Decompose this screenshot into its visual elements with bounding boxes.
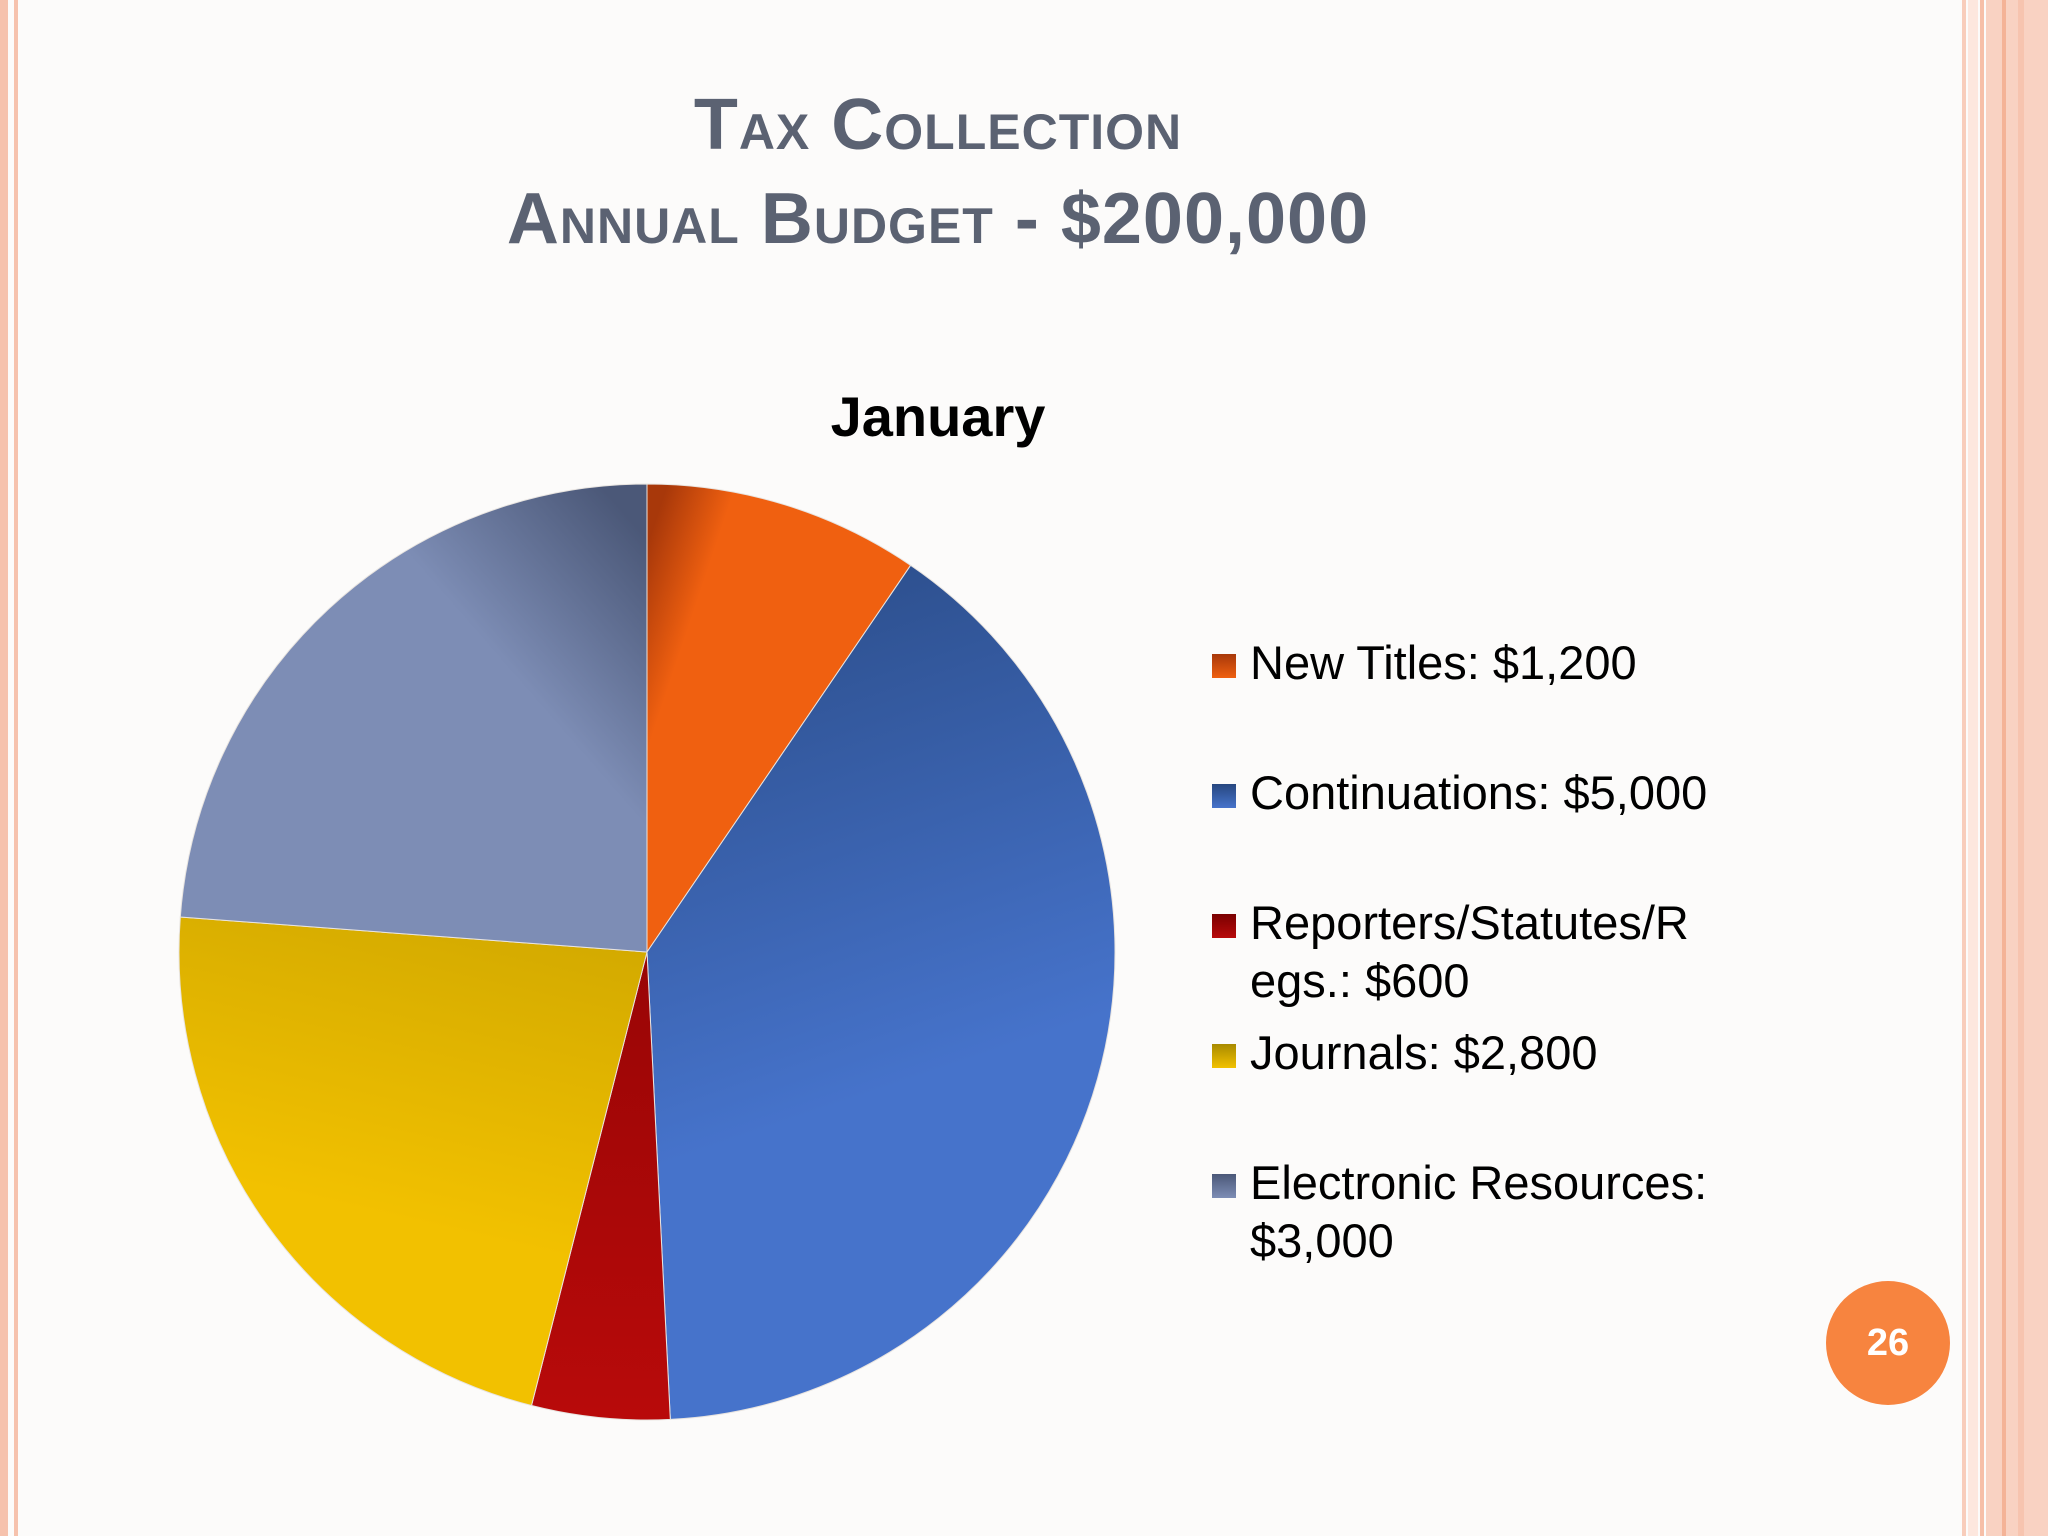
slide-title-line-1: Tax Collection: [693, 85, 1183, 165]
slide-border-right-panel: [1986, 0, 2048, 1536]
legend-swatch-electronic-resources: [1212, 1174, 1236, 1198]
legend-item-new-titles: New Titles: $1,200: [1212, 636, 1637, 689]
slide-border-right-stripe-outer: [2018, 0, 2024, 1536]
legend-item-reporters-statutes-regs: Reporters/Statutes/R egs.: $600: [1212, 896, 1689, 1007]
chart-legend: New Titles: $1,200 Continuations: $5,000 R…: [1212, 636, 1707, 1267]
slide-border-left-inner: [14, 0, 18, 1536]
slide-border-left: [0, 0, 8, 1536]
legend-label-continuations: Continuations: $5,000: [1250, 766, 1707, 819]
slide-border-right-line: [1980, 0, 1984, 1536]
pie-slice-electronic-resources: [179, 483, 648, 953]
legend-label-reporters-statutes-regs: Reporters/Statutes/R egs.: $600: [1250, 896, 1689, 1007]
legend-item-continuations: Continuations: $5,000: [1212, 766, 1707, 819]
slide-title: Tax Collection Annual Budget - $200,000: [200, 78, 1676, 266]
legend-item-journals: Journals: $2,800: [1212, 1026, 1598, 1079]
legend-item-electronic-resources: Electronic Resources: $3,000: [1212, 1156, 1707, 1267]
legend-swatch-continuations: [1212, 784, 1236, 808]
legend-label-new-titles: New Titles: $1,200: [1250, 636, 1637, 689]
legend-label-electronic-resources: Electronic Resources: $3,000: [1250, 1156, 1707, 1267]
legend-label-journals: Journals: $2,800: [1250, 1026, 1598, 1079]
page-number-badge: 26: [1826, 1281, 1950, 1405]
pie-slice-continuations: [646, 564, 1116, 1420]
slide-border-right-band: [1968, 0, 1978, 1536]
legend-swatch-journals: [1212, 1044, 1236, 1068]
chart-title: January: [831, 385, 1046, 448]
legend-swatch-new-titles: [1212, 654, 1236, 678]
pie-slice-new-titles: [646, 483, 912, 954]
slide-title-line-2: Annual Budget - $200,000: [506, 179, 1370, 259]
pie-slices: [178, 483, 1116, 1421]
slide-border-right-stripe: [2002, 0, 2006, 1536]
pie-slice-journals: [178, 916, 648, 1407]
legend-swatch-reporters-statutes-regs: [1212, 914, 1236, 938]
slide-border-right: [1962, 0, 1966, 1536]
